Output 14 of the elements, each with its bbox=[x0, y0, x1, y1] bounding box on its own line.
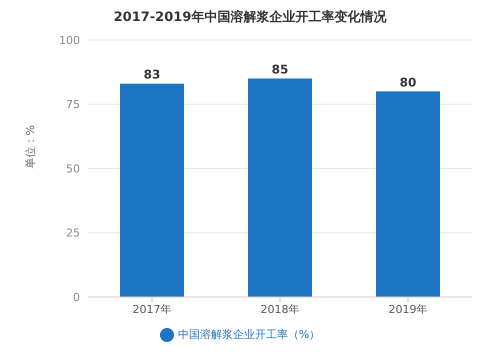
data-label: 80 bbox=[400, 75, 416, 90]
x-tick-label: 2018年 bbox=[260, 302, 300, 316]
x-tick-label: 2019年 bbox=[388, 302, 428, 316]
y-tick-label: 75 bbox=[66, 98, 80, 112]
y-tick-label: 100 bbox=[59, 34, 80, 47]
y-tick-label: 0 bbox=[73, 290, 80, 304]
x-tick-label: 2017年 bbox=[132, 302, 172, 316]
y-axis-title: 单位：% bbox=[24, 125, 37, 168]
data-label: 83 bbox=[144, 68, 160, 82]
chart-title: 2017-2019年中国溶解浆企业开工率变化情况 bbox=[112, 8, 388, 26]
y-tick-label: 25 bbox=[66, 226, 80, 240]
y-tick-label: 50 bbox=[66, 162, 80, 176]
legend-label: 中国溶解浆企业开工率（%） bbox=[178, 328, 320, 341]
data-label: 85 bbox=[272, 62, 288, 77]
